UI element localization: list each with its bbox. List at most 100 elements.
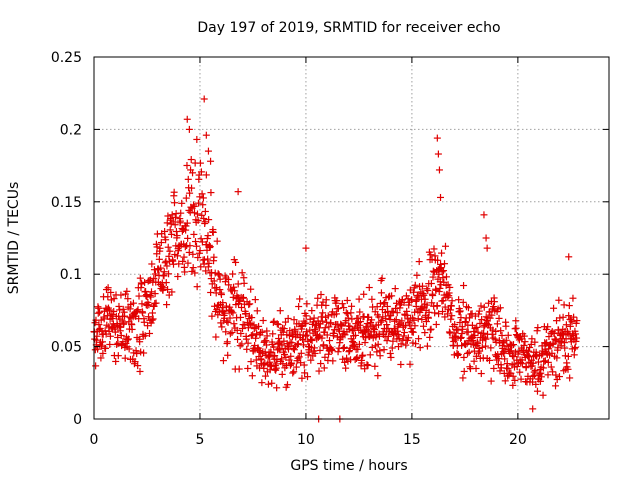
data-point [177,209,185,217]
data-point [238,269,246,277]
data-point [135,292,143,300]
data-point [128,325,136,333]
data-point [429,273,437,281]
data-point [126,305,134,313]
data-point [269,318,277,326]
data-point [415,335,423,343]
data-point [310,314,318,322]
data-point [566,374,574,382]
data-point [303,300,311,308]
data-point [361,365,369,373]
data-point [243,345,251,353]
data-point [288,339,296,347]
outlier-point [529,405,537,413]
data-point [435,288,443,296]
data-point [124,335,132,343]
data-point [175,260,183,268]
data-point [330,329,338,337]
data-point [525,347,533,355]
data-point [398,317,406,325]
axis-ticks [93,56,609,420]
data-point [364,361,372,369]
data-point [445,328,453,336]
data-point [193,210,201,218]
data-point [470,357,478,365]
data-point [482,335,490,343]
data-point [146,291,154,299]
data-point [210,277,218,285]
data-point [287,359,295,367]
data-point [283,381,291,389]
data-point [131,358,139,366]
data-point [405,318,413,326]
data-point [191,209,199,217]
data-point [242,310,250,318]
data-point [184,259,192,267]
data-point [482,342,490,350]
data-point [468,333,476,341]
data-point [531,367,539,375]
data-point [162,279,170,287]
data-point [365,284,373,292]
data-point [226,314,234,322]
data-point [447,302,455,310]
data-point [307,336,315,344]
data-point [527,340,535,348]
outlier-point [565,253,573,261]
data-point [304,373,312,381]
grid-lines [94,57,609,419]
data-point [232,258,240,266]
data-point [358,359,366,367]
data-point [391,317,399,325]
data-point [189,250,197,258]
data-point [407,324,415,332]
data-point [229,309,237,317]
data-point [148,260,156,268]
data-point [496,367,504,375]
data-point [437,260,445,268]
data-point [340,304,348,312]
data-point [416,344,424,352]
data-point [559,313,567,321]
data-point [317,291,325,299]
data-point [278,355,286,363]
data-point [235,365,243,373]
data-point [206,244,214,252]
data-point [225,281,233,289]
data-point [174,273,182,281]
data-point [237,329,245,337]
data-point [117,291,125,299]
data-point [410,316,418,324]
data-point [354,345,362,353]
outlier-point [234,188,242,196]
data-point [386,316,394,324]
data-point [418,315,426,323]
data-point [117,332,125,340]
data-point [289,369,297,377]
data-point [224,351,232,359]
data-point [258,328,266,336]
data-point [186,208,194,216]
data-point [572,330,580,338]
data-point [190,201,198,209]
data-point [371,326,379,334]
data-point [342,364,350,372]
data-point [517,375,525,383]
data-point [325,350,333,358]
data-point [438,249,446,257]
data-point [447,315,455,323]
data-point [190,230,198,238]
data-point [341,358,349,366]
data-point [332,310,340,318]
data-point [459,298,467,306]
data-point [547,363,555,371]
data-point [536,377,544,385]
data-point [455,296,463,304]
data-point [389,337,397,345]
data-point [300,341,308,349]
data-point [184,234,192,242]
data-point [360,290,368,298]
data-point [259,317,267,325]
data-point [191,269,199,277]
